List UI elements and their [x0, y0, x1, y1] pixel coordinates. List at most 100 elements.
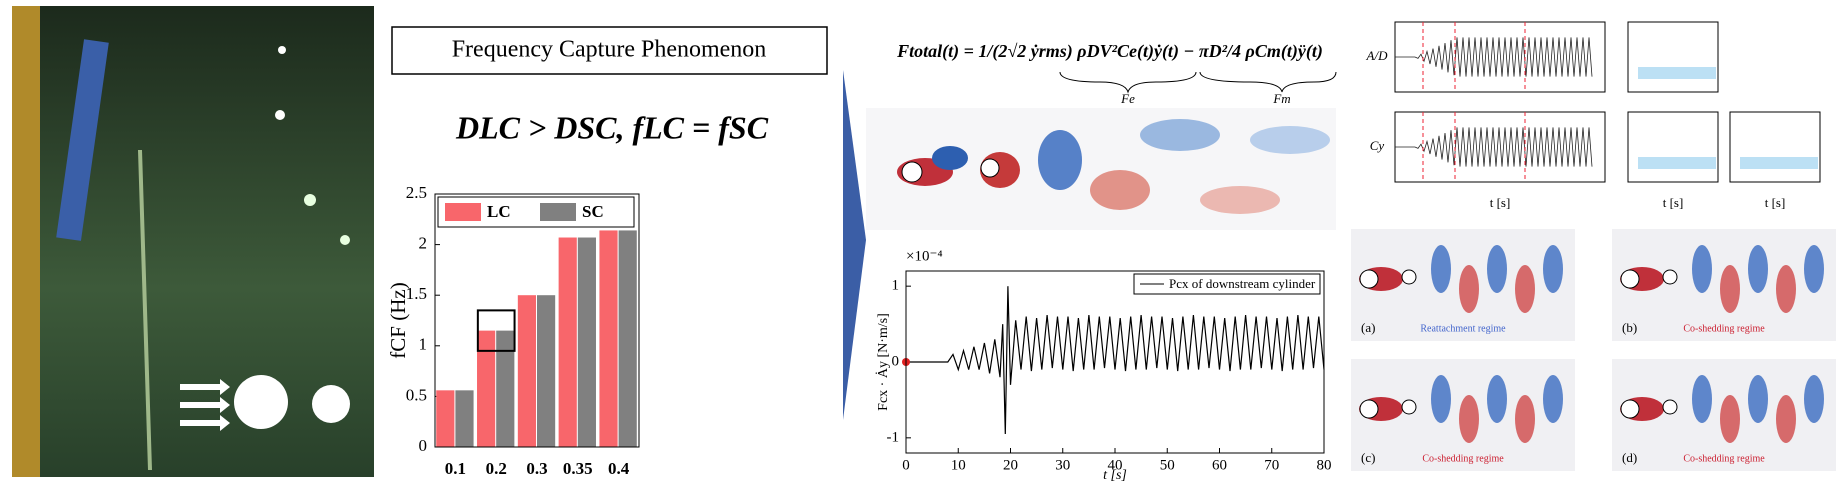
- y-tick-label: 0.5: [406, 385, 427, 404]
- panel-band: [1638, 157, 1716, 169]
- regime-name: Reattachment regime: [1420, 323, 1506, 334]
- y-tick-label: 2.5: [406, 183, 427, 202]
- brace: [1059, 71, 1197, 94]
- legend-box: [1133, 273, 1321, 295]
- regime-caption: (d): [1622, 450, 1637, 465]
- vortex: [1459, 265, 1479, 313]
- vortex: [1487, 375, 1507, 423]
- brace: [1199, 71, 1337, 93]
- y-tick-label: 0: [419, 436, 428, 455]
- separator: [843, 70, 866, 420]
- panel-trace: [1395, 37, 1593, 77]
- x-tick-label: 0.2: [486, 459, 507, 478]
- vortex: [1748, 245, 1768, 293]
- bar: [436, 390, 455, 447]
- bar: [477, 330, 496, 447]
- cylinder: [1620, 399, 1640, 419]
- x-tick-label: 10: [951, 457, 966, 473]
- bar: [618, 230, 637, 447]
- vortex: [1804, 375, 1824, 423]
- cylinder: [1359, 269, 1379, 289]
- vortex: [1543, 245, 1563, 293]
- axes-frame: [434, 193, 640, 448]
- regime-name: Co-shedding regime: [1422, 453, 1504, 464]
- relation: DLC > DSC, fLC = fSC: [455, 109, 769, 145]
- vortex: [1692, 375, 1712, 423]
- cylinder: [1401, 399, 1417, 415]
- vortex: [1804, 245, 1824, 293]
- vortex: [1515, 395, 1535, 443]
- x-tick-label: 0.35: [563, 459, 593, 478]
- panel-xlabel: t [s]: [1490, 195, 1511, 210]
- panel-ylabel: A/D: [1366, 48, 1389, 63]
- line: [906, 286, 1325, 435]
- regime-name: Co-shedding regime: [1683, 323, 1765, 334]
- panel-frame: [1394, 111, 1606, 183]
- x-tick-label: 0: [902, 457, 910, 473]
- regime-caption: (b): [1622, 320, 1637, 335]
- bar: [537, 295, 556, 447]
- x-tick-label: 60: [1212, 457, 1227, 473]
- title: Frequency Capture Phenomenon: [452, 37, 767, 63]
- term: Fm: [1272, 91, 1290, 106]
- title-box: [391, 26, 828, 75]
- bar: [599, 230, 618, 447]
- vortex: [1431, 375, 1451, 423]
- panel-band: [1638, 67, 1716, 79]
- cylinder: [1620, 269, 1640, 289]
- bar: [558, 237, 577, 447]
- x-tick-label: 30: [1055, 457, 1070, 473]
- y-tick-label: 1.5: [406, 284, 427, 303]
- vortex: [1431, 245, 1451, 293]
- bar: [517, 295, 536, 447]
- panel-trace: [1395, 127, 1593, 167]
- panel-xlabel: t [s]: [1765, 195, 1786, 210]
- equation: Ftotal(t) = 1/(2√2 ẏrms) ρDV²Ce(t)ẏ(t) −…: [896, 41, 1323, 62]
- cylinder: [1662, 399, 1678, 415]
- vortex: [1543, 375, 1563, 423]
- bar: [577, 237, 596, 447]
- experiment-photo: [12, 6, 374, 477]
- cylinder: [1662, 269, 1678, 285]
- cylinder: [1401, 269, 1417, 285]
- legend-label: SC: [582, 202, 604, 221]
- y-tick-label: 0: [892, 353, 900, 369]
- legend-swatch: [540, 203, 576, 221]
- vortex: [1720, 395, 1740, 443]
- x-tick-label: 0.1: [445, 459, 466, 478]
- response-panels: A/D Cy t [s] t [s] t [s]: [1366, 21, 1821, 210]
- vortex: [1515, 265, 1535, 313]
- panel-ylabel: Cy: [1370, 138, 1385, 153]
- x-tick-label: 20: [1003, 457, 1018, 473]
- vortex: [1748, 375, 1768, 423]
- x-tick-label: 0.4: [608, 459, 630, 478]
- vortex: [1459, 395, 1479, 443]
- panel-band: [1740, 157, 1818, 169]
- regime-caption: (c): [1361, 450, 1375, 465]
- axes-frame: [905, 270, 1325, 454]
- x-tick-label: 40: [1108, 457, 1123, 473]
- vortex: [1692, 245, 1712, 293]
- y-multiplier: ×10⁻⁴: [906, 248, 943, 264]
- vortex: [1776, 265, 1796, 313]
- term: Fe: [1120, 91, 1135, 106]
- x-axis-label: t [s]: [1103, 468, 1127, 481]
- panel-frame: [1394, 21, 1606, 93]
- bar: [496, 330, 515, 447]
- panel-frame: [1729, 111, 1821, 183]
- legend-swatch: [445, 203, 481, 221]
- panel-frame: [1627, 111, 1719, 183]
- y-axis-label: fCF (Hz): [386, 282, 410, 358]
- regime-images: (a) Reattachment regime (b) Co-shedding reg…: [1351, 229, 1836, 471]
- y-tick-label: 1: [892, 278, 900, 294]
- regime-caption: (a): [1361, 320, 1375, 335]
- y-axis-label: Fcx · Ȧy [N·m/s]: [875, 313, 891, 411]
- y-tick-label: 2: [419, 234, 428, 253]
- y-tick-label: -1: [887, 429, 900, 445]
- regime-name: Co-shedding regime: [1683, 453, 1765, 464]
- y-tick-label: 1: [419, 335, 428, 354]
- cylinder: [1359, 399, 1379, 419]
- charts: 0 0.5 1 1.5 2 2.5 0.1 0.2 0.3 0.35 0.4 fCF (Hz) LC SC…: [386, 183, 1332, 481]
- panel-xlabel: t [s]: [1663, 195, 1684, 210]
